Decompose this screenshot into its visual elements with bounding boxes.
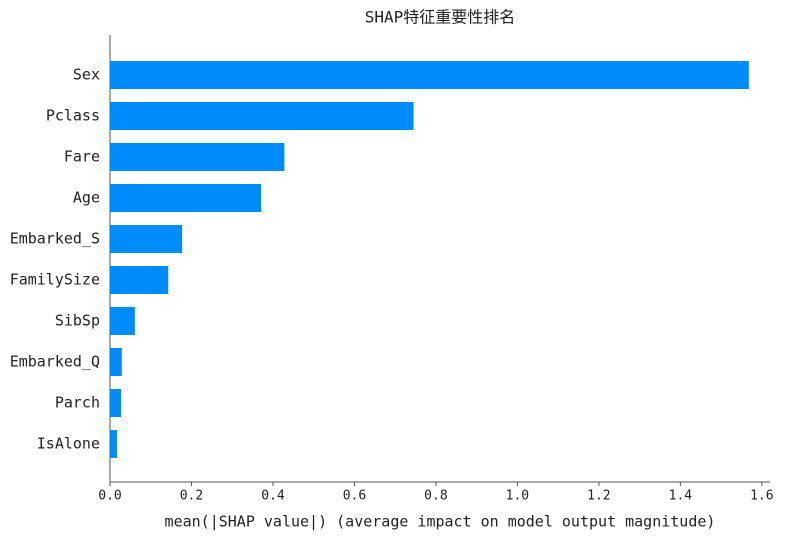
y-tick-label: Embarked_S	[10, 230, 100, 248]
x-tick-label: 1.0	[506, 489, 529, 504]
y-tick-label: IsAlone	[37, 435, 100, 453]
bar	[110, 430, 117, 458]
y-tick-label: Age	[73, 189, 100, 207]
x-tick-label: 0.4	[261, 489, 285, 504]
bar	[110, 143, 285, 171]
x-tick-label: 0.8	[424, 489, 447, 504]
x-tick-label: 1.6	[750, 489, 773, 504]
x-tick-label: 0.6	[343, 489, 366, 504]
y-tick-label: Parch	[55, 394, 100, 412]
y-tick-label: FamilySize	[10, 271, 100, 289]
bar	[110, 307, 135, 335]
x-tick-label: 1.2	[587, 489, 610, 504]
bar	[110, 266, 169, 294]
x-tick-label: 0.2	[180, 489, 203, 504]
x-tick-label: 0.0	[98, 489, 121, 504]
bar	[110, 225, 183, 253]
y-tick-label: Embarked_Q	[10, 353, 100, 371]
bar	[110, 348, 122, 376]
bar	[110, 184, 262, 212]
y-tick-label: Fare	[64, 148, 100, 166]
y-tick-label: Sex	[73, 66, 100, 84]
bar	[110, 61, 749, 89]
x-tick-label: 1.4	[669, 489, 693, 504]
bar	[110, 102, 414, 130]
y-tick-label: Pclass	[46, 107, 100, 125]
bar	[110, 389, 121, 417]
y-tick-label: SibSp	[55, 312, 100, 330]
x-axis-label: mean(|SHAP value|) (average impact on mo…	[165, 513, 716, 531]
chart-title: SHAP特征重要性排名	[365, 8, 516, 27]
